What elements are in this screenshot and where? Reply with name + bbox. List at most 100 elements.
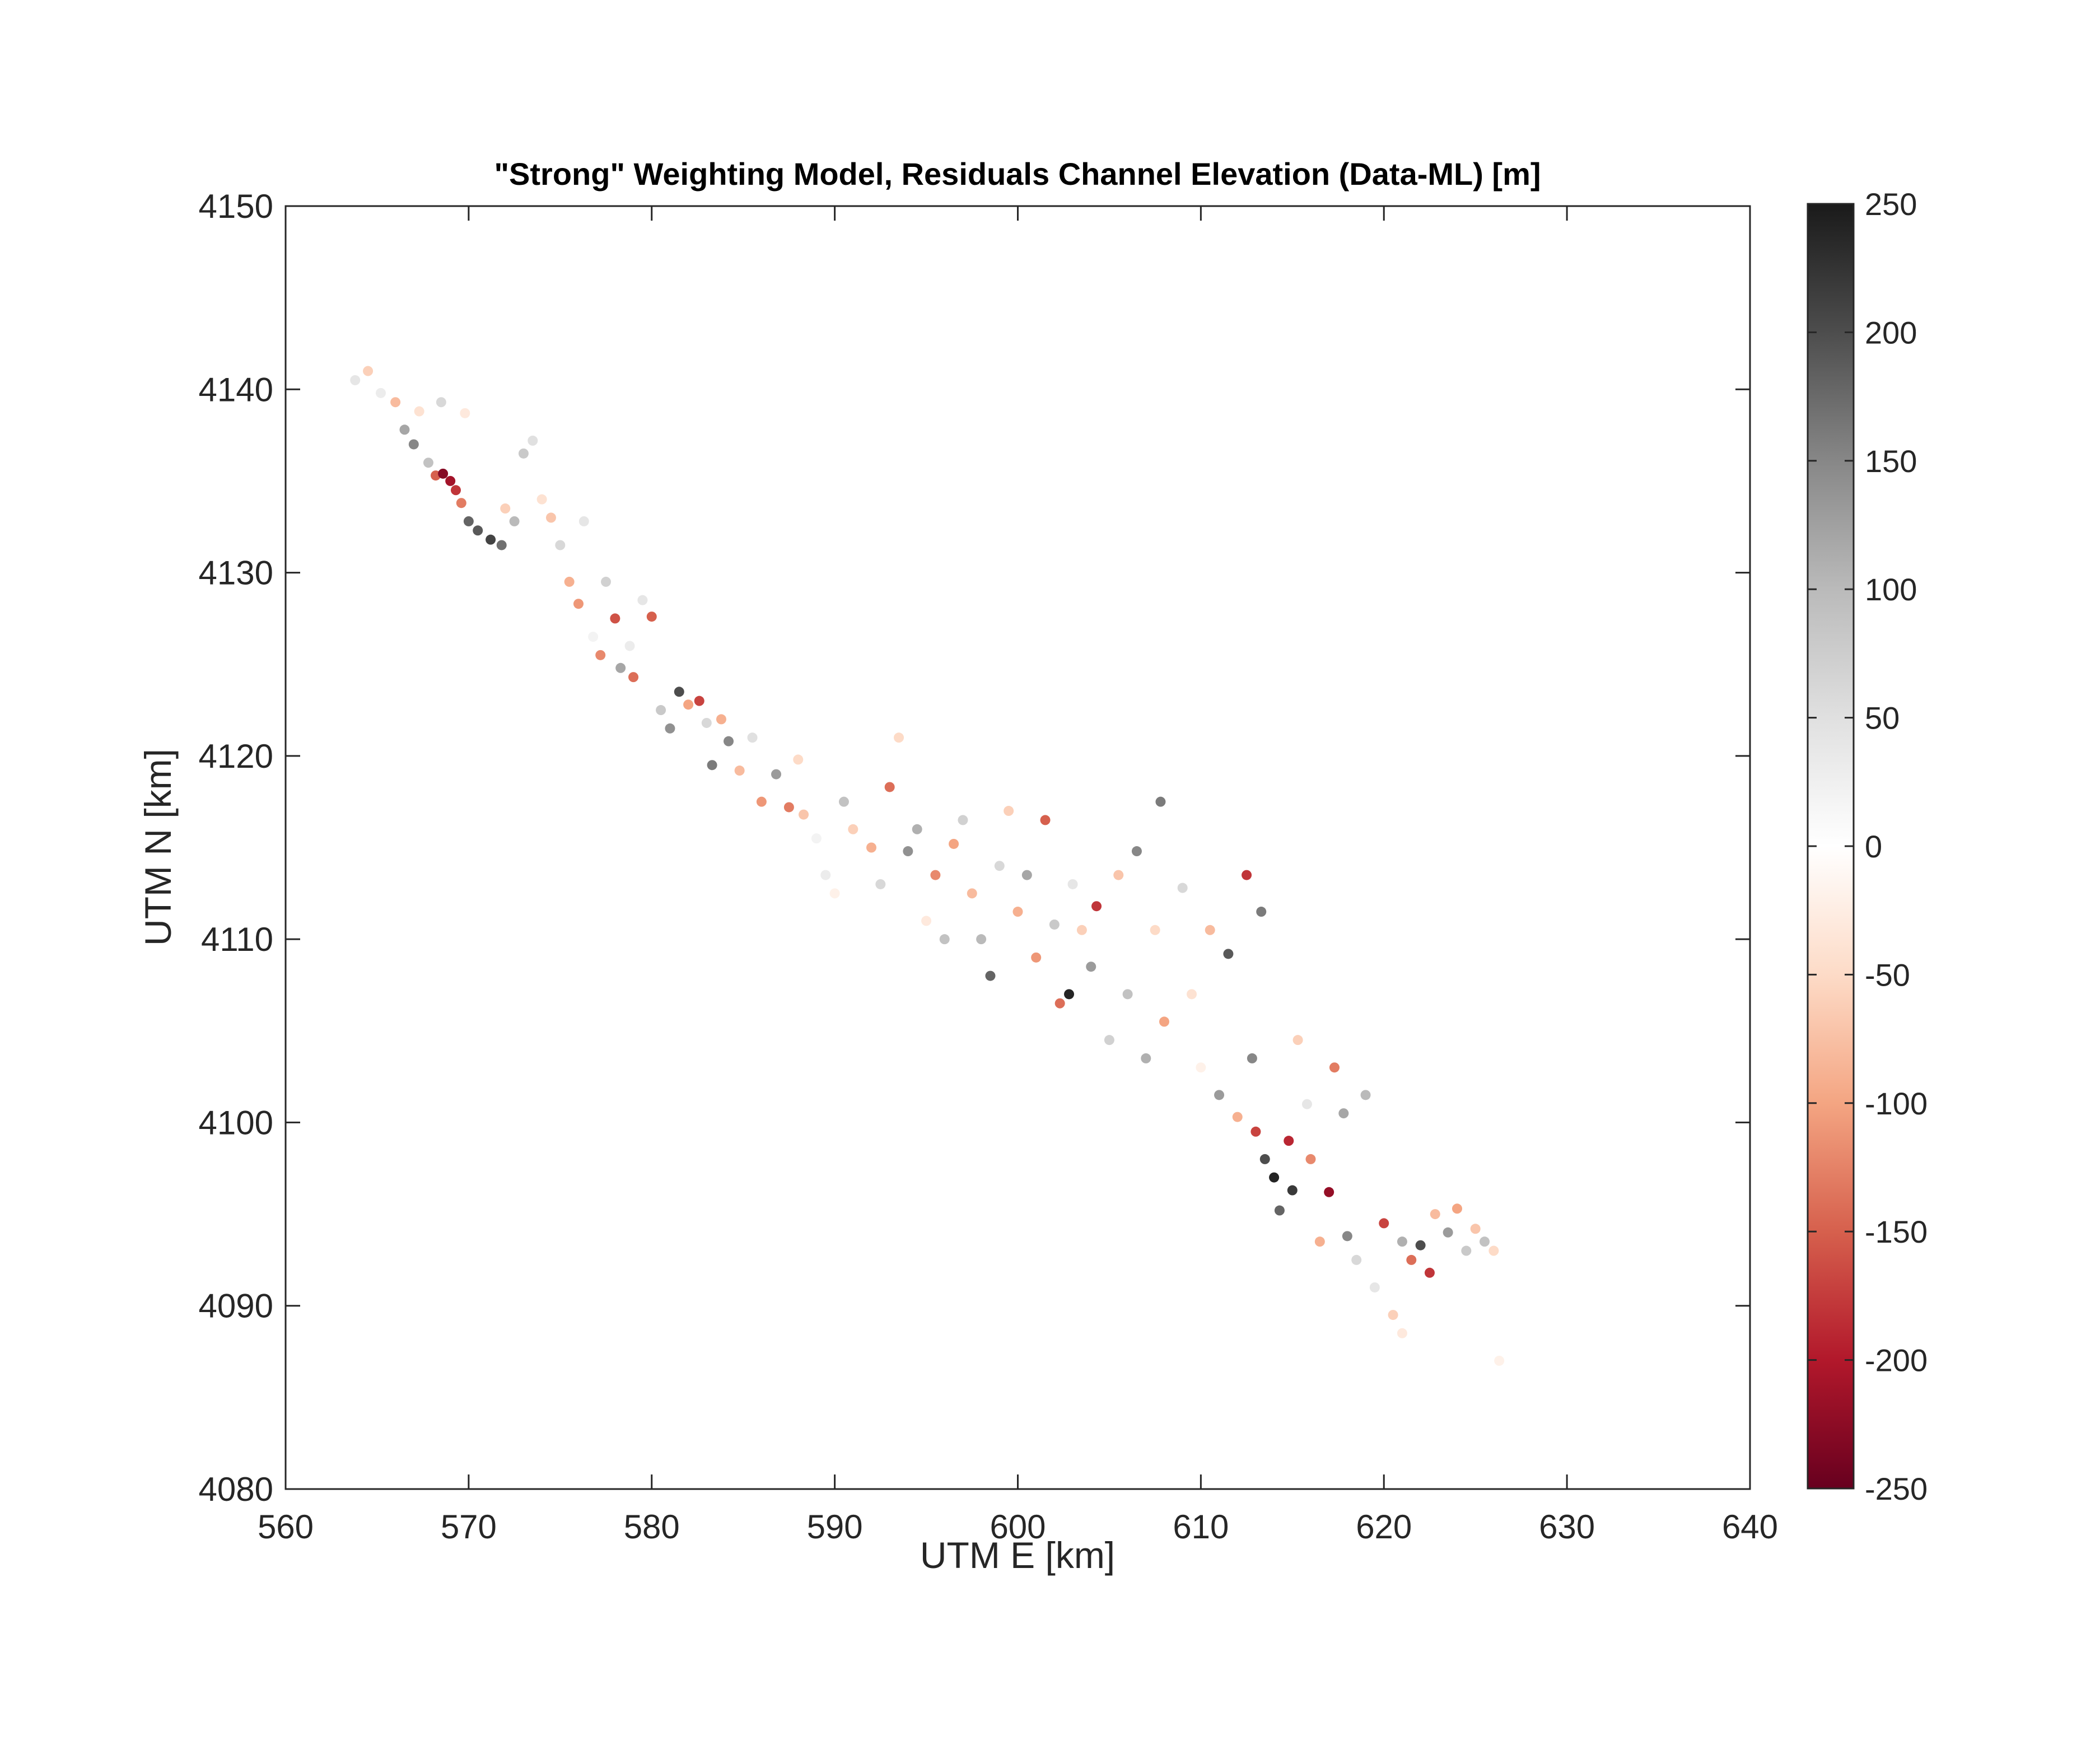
scatter-point <box>486 534 496 545</box>
scatter-point <box>1141 1053 1151 1063</box>
x-tick-label: 620 <box>1356 1508 1412 1546</box>
scatter-point <box>1443 1227 1453 1238</box>
scatter-point <box>1122 989 1133 1000</box>
colorbar: 250 200 150 100 50 0 -50 -100 -150 -200 -250 <box>1807 186 1928 1506</box>
scatter-point <box>518 448 529 459</box>
scatter-point <box>456 498 466 508</box>
scatter-point <box>1488 1245 1499 1256</box>
scatter-point <box>1031 952 1042 963</box>
scatter-point <box>1113 870 1124 880</box>
scatter-point <box>866 842 876 853</box>
scatter-point <box>756 796 767 807</box>
scatter-point <box>1397 1328 1407 1338</box>
scatter-point <box>588 632 599 642</box>
colorbar-tick-label: -150 <box>1865 1214 1928 1249</box>
scatter-point <box>1461 1245 1472 1256</box>
x-tick-label: 580 <box>624 1508 680 1546</box>
colorbar-tick-label: 50 <box>1865 701 1900 736</box>
colorbar-tick-label: 150 <box>1865 444 1917 479</box>
y-tick-label: 4150 <box>199 188 273 225</box>
y-tick-label: 4120 <box>199 738 273 775</box>
scatter-point <box>884 782 895 792</box>
scatter-point <box>1379 1218 1389 1229</box>
scatter-point <box>747 732 758 743</box>
scatter-point <box>408 439 419 450</box>
colorbar-tick-label: 200 <box>1865 315 1917 350</box>
scatter-point <box>811 833 822 844</box>
scatter-point <box>1452 1203 1462 1214</box>
scatter-point <box>573 599 584 609</box>
scatter-point <box>350 375 361 385</box>
scatter-point <box>1338 1108 1349 1119</box>
scatter-point <box>1104 1035 1114 1046</box>
scatter-point <box>460 408 470 418</box>
scatter-point <box>674 687 684 697</box>
scatter-point <box>1067 879 1078 889</box>
scatter-point <box>930 870 941 880</box>
scatter-point <box>976 934 987 945</box>
scatter-point <box>1177 883 1188 893</box>
scatter-point <box>994 861 1005 871</box>
y-tick-label: 4140 <box>199 371 273 408</box>
scatter-point <box>1004 806 1014 816</box>
x-tick-label: 570 <box>441 1508 497 1546</box>
x-axis-label: UTM E [km] <box>920 1534 1115 1576</box>
scatter-point <box>1269 1172 1280 1183</box>
y-axis-ticks: 4080 4090 4100 4110 4120 4130 4140 4150 <box>199 188 1750 1508</box>
scatter-point <box>578 516 589 526</box>
axes-box <box>284 205 1751 1490</box>
scatter-point <box>1232 1112 1243 1122</box>
x-tick-label: 610 <box>1173 1508 1229 1546</box>
scatter-point <box>783 802 794 813</box>
scatter-point <box>1205 925 1215 935</box>
scatter-point <box>799 809 809 820</box>
scatter-point <box>436 397 446 408</box>
scatter-point <box>1329 1062 1340 1073</box>
plot-area: 560 570 580 590 600 610 620 630 640 4080 4090 4100… <box>199 188 1779 1546</box>
scatter-point <box>1430 1209 1440 1220</box>
chart-title: "Strong" Weighting Model, Residuals Chan… <box>494 156 1541 192</box>
x-tick-label: 560 <box>258 1508 314 1546</box>
scatter-point <box>1415 1240 1426 1250</box>
y-tick-label: 4110 <box>201 921 273 958</box>
scatter-point <box>545 512 556 523</box>
scatter-point <box>1242 870 1252 880</box>
scatter-point <box>793 754 804 765</box>
scatter-point <box>1064 989 1075 1000</box>
scatter-point <box>1397 1236 1407 1247</box>
scatter-point <box>838 796 849 807</box>
scatter-point <box>637 595 648 605</box>
scatter-point <box>1284 1136 1294 1146</box>
scatter-point <box>438 468 449 479</box>
scatter-point <box>724 736 734 746</box>
scatter-point <box>1342 1231 1352 1242</box>
scatter-point <box>624 641 635 651</box>
y-tick-label: 4080 <box>199 1471 273 1508</box>
scatter-point <box>683 699 694 710</box>
scatter-point <box>1021 870 1032 880</box>
scatter-point <box>363 366 374 376</box>
scatter-point <box>1470 1224 1481 1234</box>
colorbar-tick-label: -50 <box>1865 957 1910 992</box>
scatter-point <box>601 576 612 587</box>
x-tick-label: 640 <box>1722 1508 1778 1546</box>
scatter-point <box>1012 907 1023 917</box>
colorbar-tick-label: 0 <box>1865 829 1882 864</box>
scatter-point <box>445 475 456 486</box>
scatter-point <box>1388 1310 1398 1320</box>
scatter-point <box>912 824 922 834</box>
scatter-point <box>414 406 424 417</box>
scatter-point <box>1301 1099 1312 1109</box>
scatter-point <box>1406 1254 1417 1265</box>
scatter-point <box>509 516 520 526</box>
scatter-point <box>734 766 745 776</box>
x-tick-label: 590 <box>807 1508 863 1546</box>
scatter-point <box>1049 919 1060 930</box>
scatter-point <box>1360 1090 1371 1100</box>
scatter-point <box>894 732 904 743</box>
scatter-point <box>646 612 657 622</box>
scatter-point <box>500 503 511 514</box>
scatter-point <box>665 723 675 734</box>
colorbar-ticks: 250 200 150 100 50 0 -50 -100 -150 -200 -250 <box>1808 186 1928 1506</box>
scatter-point <box>473 525 483 536</box>
